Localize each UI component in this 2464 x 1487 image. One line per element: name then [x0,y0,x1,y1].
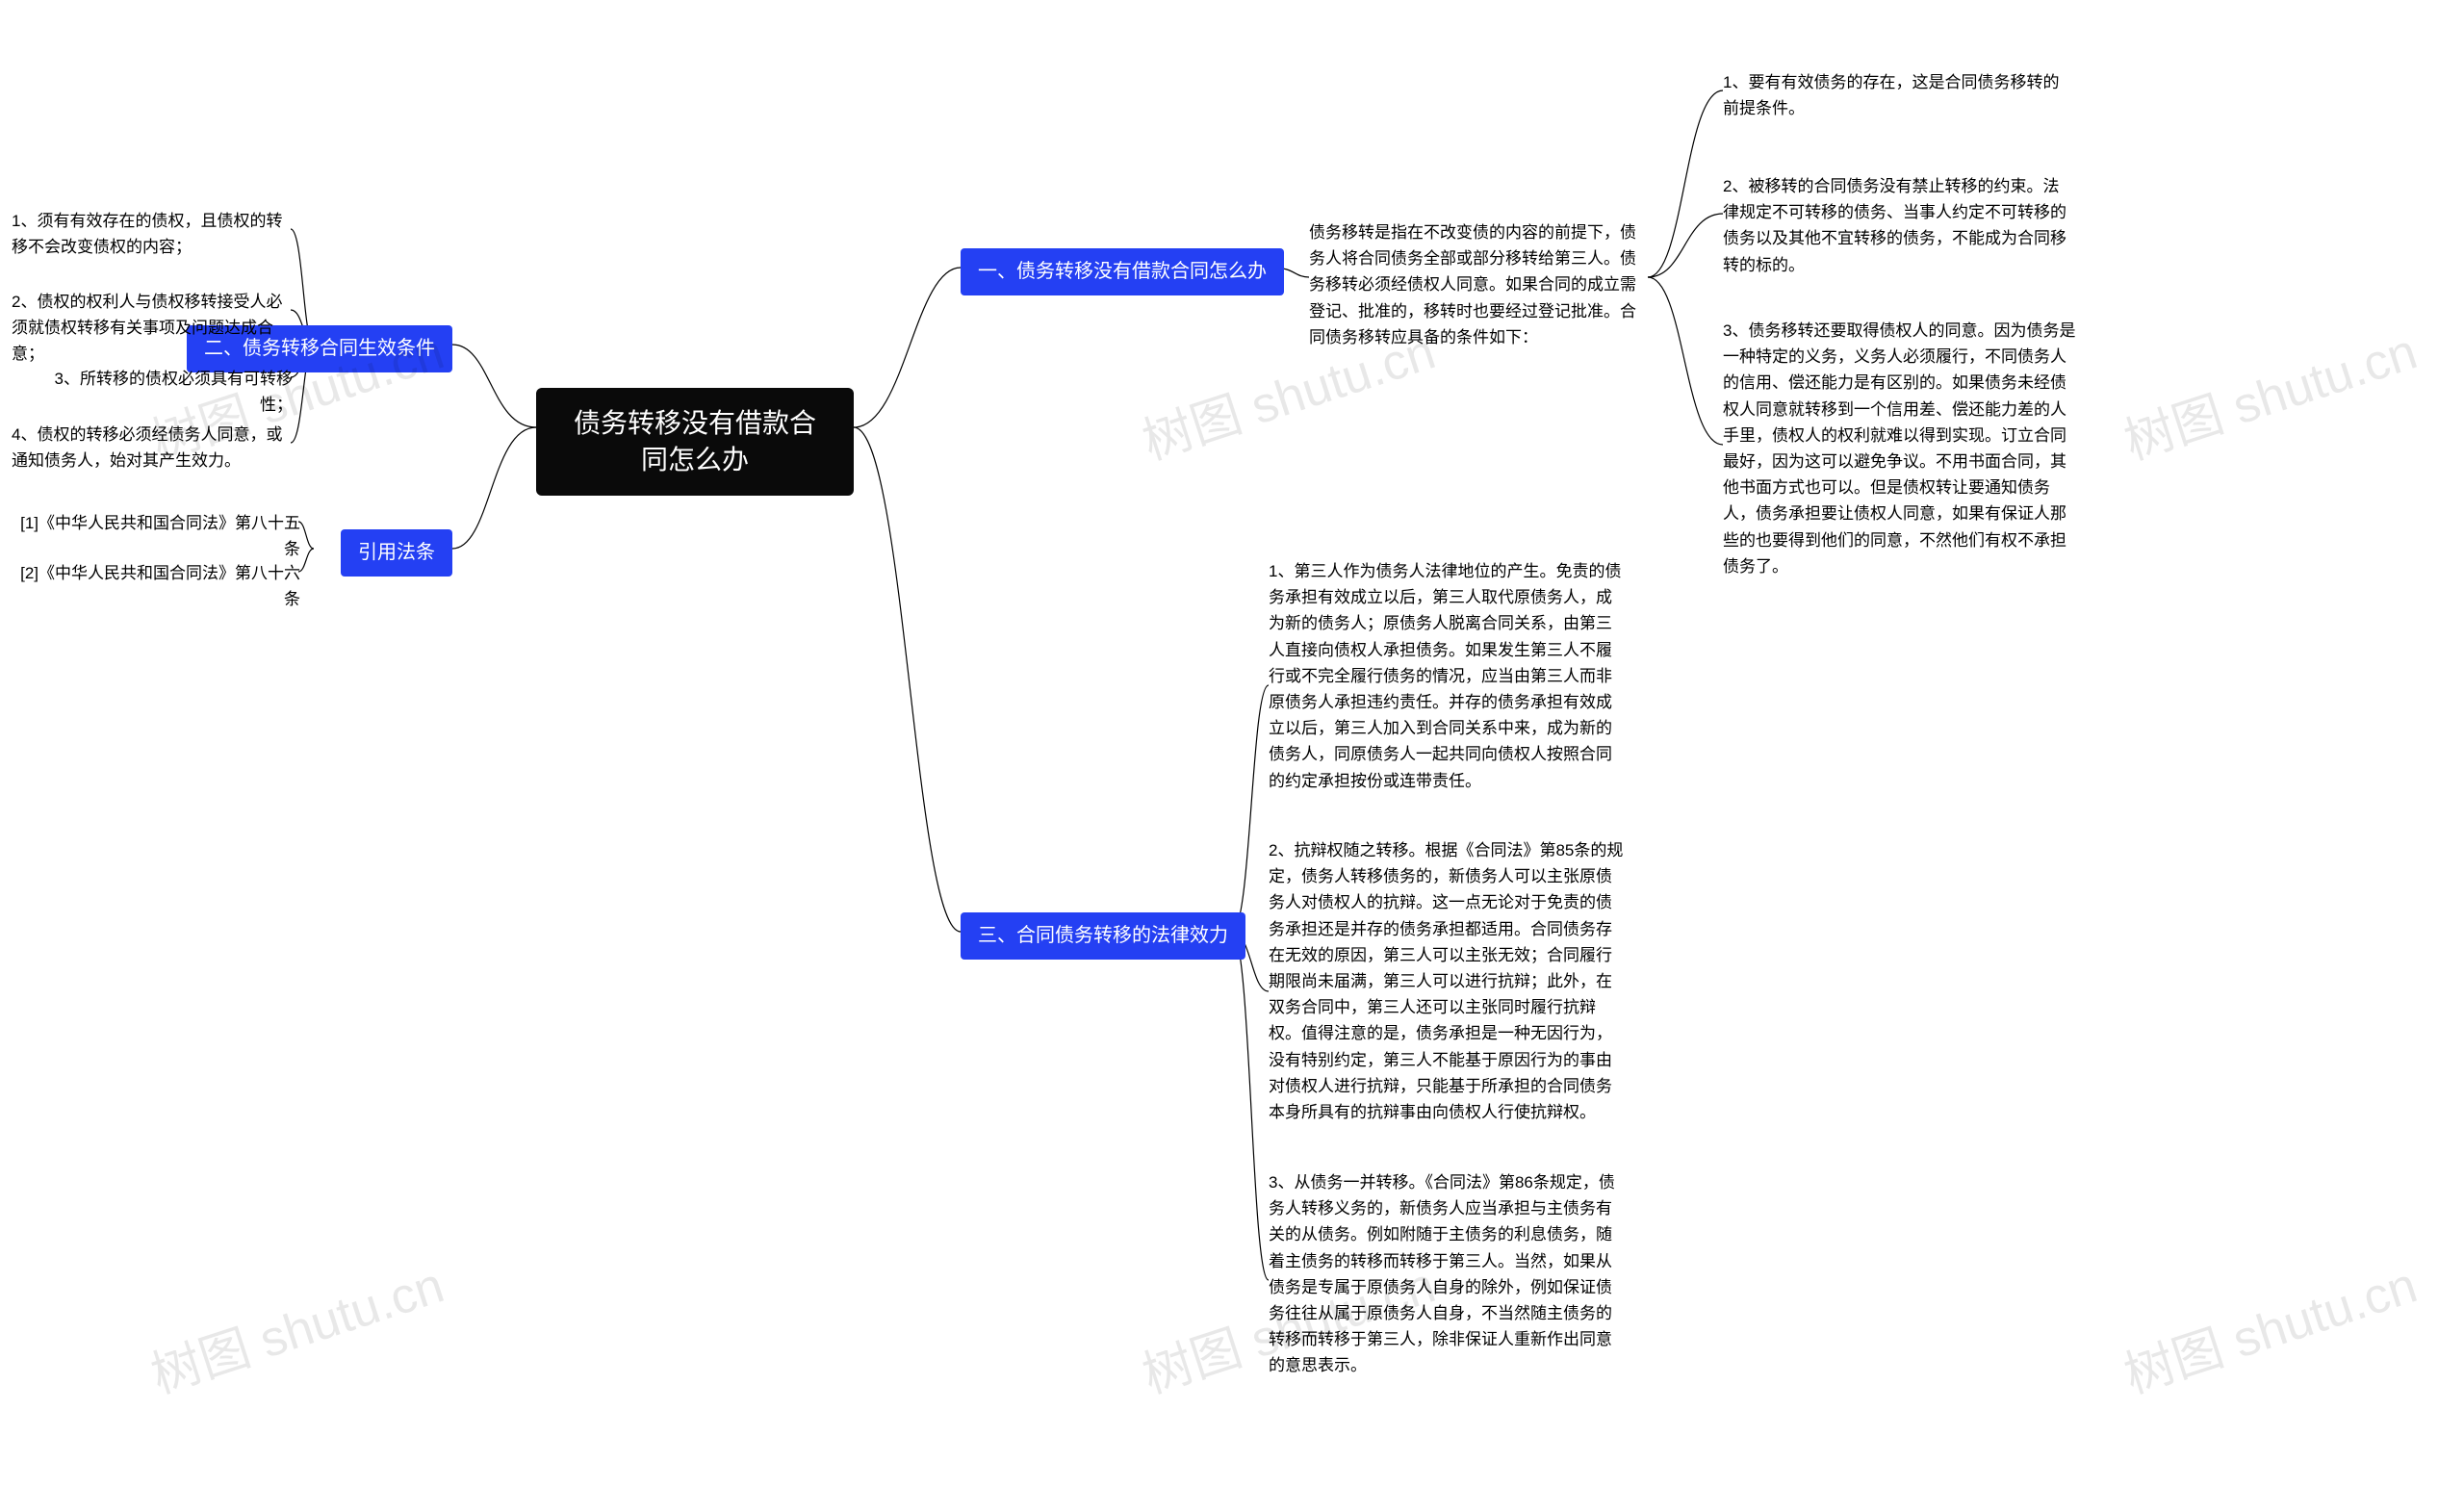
root-text: 债务转移没有借款合同怎么办 [574,408,816,474]
r1-leaf-2: 2、被移转的合同债务没有禁止转移的约束。法律规定不可转移的债务、当事人约定不可转… [1723,173,2069,278]
watermark: 树图 shutu.cn [141,1244,451,1407]
branch-r1-desc: 债务移转是指在不改变债的内容的前提下，债务人将合同债务全部或部分移转给第三人。债… [1309,219,1646,350]
l2-leaf-2: [2]《中华人民共和国合同法》第八十六条 [12,560,300,612]
branch-l2[interactable]: 引用法条 [341,529,452,577]
r1-leaf-1: 1、要有有效债务的存在，这是合同债务移转的前提条件。 [1723,69,2060,121]
conn-root-l2 [452,427,536,549]
l1-leaf-3: 3、所转移的债权必须具有可转移性； [28,366,293,418]
branch-r2-label: 三、合同债务转移的法律效力 [978,925,1228,946]
branch-r2[interactable]: 三、合同债务转移的法律效力 [961,912,1245,960]
conn-root-l1 [452,345,536,427]
l1-leaf-1: 1、须有有效存在的债权，且债权的转移不会改变债权的内容； [12,208,291,260]
branch-r1-label: 一、债务转移没有借款合同怎么办 [978,261,1267,282]
branch-r1[interactable]: 一、债务转移没有借款合同怎么办 [961,248,1284,295]
branch-l2-label: 引用法条 [358,542,435,563]
r2-leaf-1: 1、第三人作为债务人法律地位的产生。免责的债务承担有效成立以后，第三人取代原债务… [1269,558,1625,794]
l2-leaf-1: [1]《中华人民共和国合同法》第八十五条 [12,510,300,562]
watermark: 树图 shutu.cn [2114,1244,2425,1407]
watermark: 树图 shutu.cn [2114,311,2425,474]
r2-leaf-2: 2、抗辩权随之转移。根据《合同法》第85条的规定，债务人转移债务的，新债务人可以… [1269,837,1625,1125]
r1-leaf-3: 3、债务移转还要取得债权人的同意。因为债务是一种特定的义务，义务人必须履行，不同… [1723,318,2079,579]
connector-layer [0,0,2464,1487]
l1-leaf-4: 4、债权的转移必须经债务人同意，或通知债务人，始对其产生效力。 [12,422,291,474]
l1-leaf-2: 2、债权的权利人与债权移转接受人必须就债权转移有关事项及问题达成合意； [12,289,291,368]
r2-leaf-3: 3、从债务一并转移。《合同法》第86条规定，债务人转移义务的，新债务人应当承担与… [1269,1169,1625,1379]
root-node[interactable]: 债务转移没有借款合同怎么办 [536,388,854,496]
